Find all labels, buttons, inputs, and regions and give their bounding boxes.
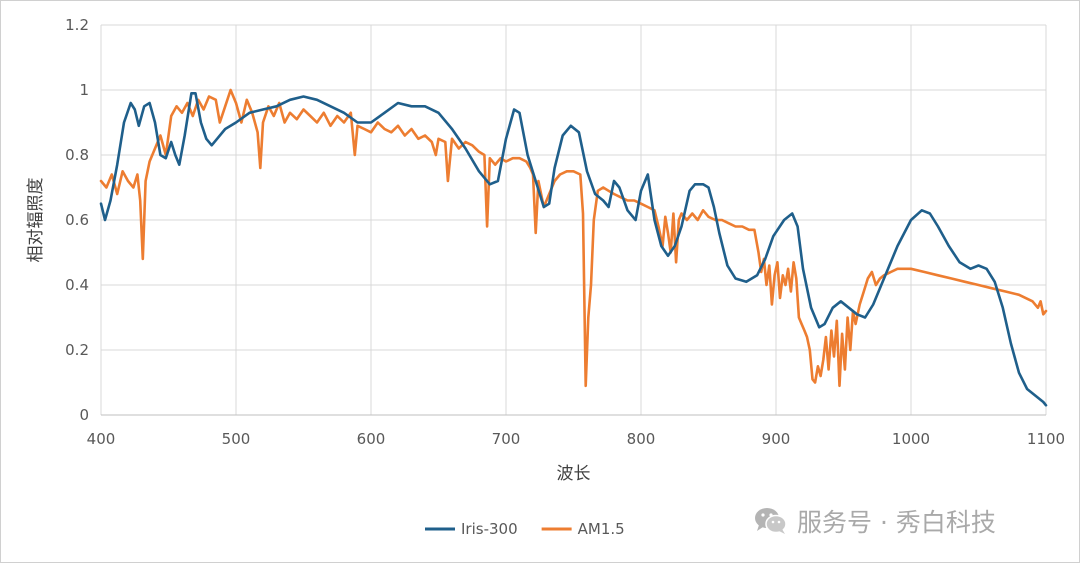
x-tick-label: 800 bbox=[627, 430, 656, 448]
y-tick-label: 0.4 bbox=[65, 276, 89, 294]
legend-label-am1-5: AM1.5 bbox=[578, 520, 625, 538]
y-tick-labels: 0 0.2 0.4 0.6 0.8 1 1.2 bbox=[65, 16, 89, 424]
x-tick-label: 400 bbox=[87, 430, 116, 448]
y-axis-title: 相对辐照度 bbox=[26, 178, 46, 263]
x-tick-label: 700 bbox=[492, 430, 521, 448]
watermark: 服务号 · 秀白科技 bbox=[753, 499, 996, 543]
watermark-text: 服务号 · 秀白科技 bbox=[797, 508, 996, 537]
x-axis-title: 波长 bbox=[557, 464, 591, 484]
legend: Iris-300 AM1.5 bbox=[425, 520, 625, 538]
y-tick-label: 1.2 bbox=[65, 16, 89, 34]
legend-label-iris-300: Iris-300 bbox=[461, 520, 518, 538]
series-layer bbox=[99, 88, 1048, 407]
x-tick-label: 500 bbox=[222, 430, 251, 448]
x-tick-labels: 400 500 600 700 800 900 1000 1100 bbox=[87, 430, 1065, 448]
y-tick-label: 0.2 bbox=[65, 341, 89, 359]
x-tick-label: 1100 bbox=[1027, 430, 1065, 448]
x-tick-label: 600 bbox=[357, 430, 386, 448]
x-tick-label: 900 bbox=[762, 430, 791, 448]
series-line-am1-5 bbox=[99, 88, 1048, 388]
y-tick-label: 0.6 bbox=[65, 211, 89, 229]
x-tick-label: 1000 bbox=[892, 430, 930, 448]
wechat-icon bbox=[755, 508, 787, 534]
y-tick-label: 0 bbox=[79, 406, 89, 424]
series-line-iris-300 bbox=[99, 92, 1048, 407]
grid-lines bbox=[100, 24, 1047, 416]
y-tick-label: 0.8 bbox=[65, 146, 89, 164]
y-tick-label: 1 bbox=[79, 81, 89, 99]
